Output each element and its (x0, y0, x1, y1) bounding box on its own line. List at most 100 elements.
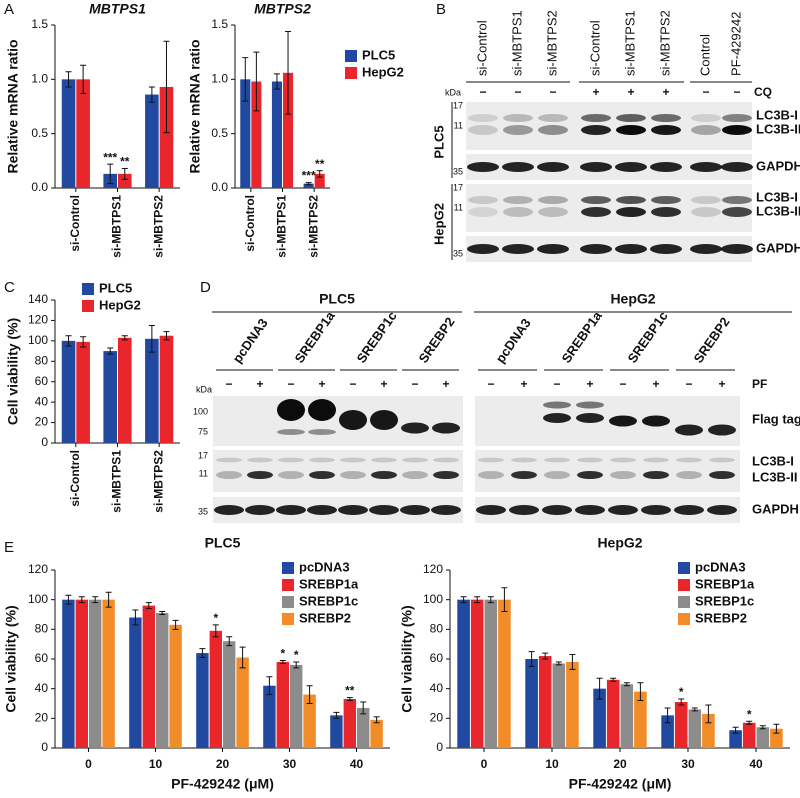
blot-membrane (466, 102, 752, 150)
bar (169, 624, 182, 748)
blot-band (468, 207, 498, 217)
y-tick-label: 60 (35, 374, 49, 388)
bar (103, 351, 117, 443)
x-tick-label: 20 (613, 757, 627, 771)
legend-swatch (282, 613, 294, 625)
y-tick-label: 40 (35, 681, 49, 695)
bar (303, 183, 314, 188)
error-bar (121, 335, 128, 341)
error-bar (664, 707, 671, 724)
blot-band (468, 125, 498, 135)
treatment-sign: − (733, 85, 740, 99)
blot-band (502, 244, 534, 254)
blot-band (503, 114, 533, 122)
error-bar (159, 611, 166, 615)
error-bar (148, 325, 155, 353)
y-tick-label: 60 (430, 651, 444, 665)
blot-band (543, 413, 571, 423)
blot-band (369, 505, 399, 515)
legend-swatch (678, 613, 690, 625)
x-tick-label: si-MBTPS1 (110, 195, 124, 258)
blot-band (616, 125, 646, 135)
legend-label: PLC5 (362, 47, 395, 62)
blot-band (308, 429, 336, 435)
blot-band (581, 207, 611, 217)
blot-band (216, 457, 242, 463)
bar (159, 86, 174, 188)
blot-band (722, 125, 752, 135)
error-bar (242, 57, 249, 102)
error-bar (333, 711, 340, 719)
error-bar (266, 676, 273, 696)
error-bar (542, 652, 549, 660)
blot-band (340, 457, 366, 463)
treatment-sign: − (487, 377, 494, 391)
blot-band (468, 114, 498, 122)
blot-band (722, 196, 752, 204)
x-tick-label: si-MBTPS2 (151, 450, 165, 513)
blot-band (247, 457, 273, 463)
bar (76, 79, 90, 188)
error-bar (285, 31, 292, 115)
blot-band (503, 125, 533, 135)
y-axis-label: Cell viability (%) (3, 605, 19, 712)
y-tick-label: 0.0 (211, 180, 228, 194)
bar (742, 722, 756, 748)
x-axis-label: PF-429242 (μM) (171, 776, 274, 792)
bar (357, 707, 370, 748)
error-bar (501, 587, 508, 613)
y-tick-label: 1.5 (211, 17, 228, 31)
bar (770, 728, 783, 748)
blot-band (433, 457, 459, 463)
treatment-sign: − (514, 85, 521, 99)
blot-band (690, 162, 722, 172)
error-bar (487, 596, 494, 604)
error-bar (305, 182, 312, 186)
blot-band (650, 162, 682, 172)
error-bar (132, 609, 139, 626)
error-bar (555, 661, 562, 666)
error-bar (360, 701, 367, 715)
bar (223, 641, 236, 748)
treatment-sign: − (349, 377, 356, 391)
bar (62, 599, 75, 748)
blot-membrane (213, 396, 463, 446)
treatment-sign: + (256, 377, 263, 391)
y-tick-label: 1.0 (31, 72, 48, 86)
blot-band (642, 415, 670, 427)
blot-band (502, 162, 534, 172)
band-label: LC3B-II (752, 469, 798, 484)
cell-line-label: HepG2 (431, 203, 446, 245)
blot-band (277, 399, 305, 421)
blot-band (537, 244, 569, 254)
error-bar (610, 677, 617, 682)
error-bar (107, 347, 114, 355)
blot-band (641, 505, 671, 515)
y-tick-label: 0 (41, 435, 48, 449)
x-tick-label: si-Control (243, 195, 257, 252)
y-tick-label: 40 (430, 681, 444, 695)
kda-label: kDa (445, 87, 461, 97)
error-bar (623, 682, 630, 687)
blot-band (478, 471, 504, 479)
construct-label: pcDNA3 (492, 316, 533, 366)
band-label: LC3B-I (752, 453, 794, 468)
x-tick-label: si-Control (68, 450, 82, 507)
x-tick-label: 10 (149, 757, 163, 771)
bar (75, 599, 88, 748)
blot-band (691, 207, 721, 217)
x-tick-label: si-MBTPS2 (151, 195, 165, 258)
blot-membrane (475, 450, 740, 492)
bar (756, 727, 770, 748)
error-bar (65, 335, 72, 347)
bar (552, 663, 566, 748)
blot-band (371, 471, 397, 479)
treatment-sign: − (685, 377, 692, 391)
blot-band (214, 505, 244, 515)
bar (330, 715, 343, 748)
error-bar (691, 707, 698, 712)
blot-band (503, 207, 533, 217)
lane-label: si-MBTPS1 (509, 10, 524, 76)
blot-band (650, 244, 682, 254)
blot-band (691, 196, 721, 204)
